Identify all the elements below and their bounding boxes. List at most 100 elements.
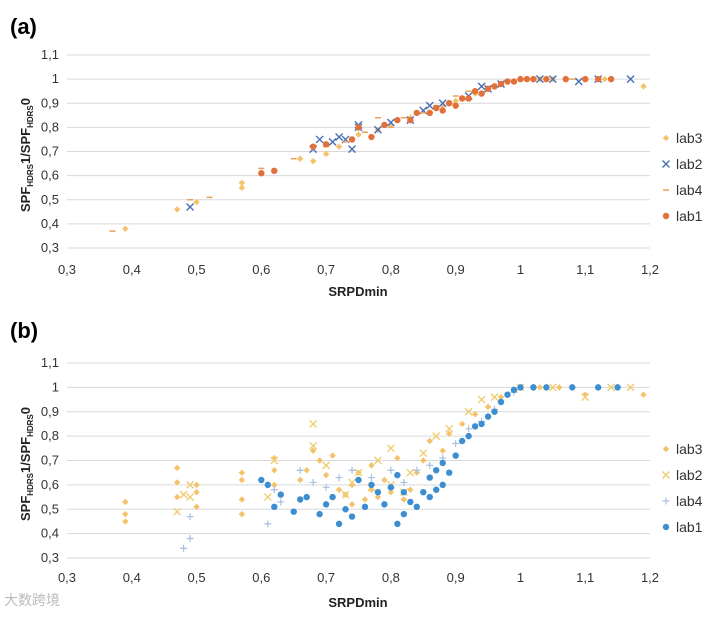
- point-lab1: [543, 384, 550, 391]
- point-lab1: [458, 95, 466, 102]
- point-lab1: [394, 116, 401, 124]
- point-lab3: [122, 225, 129, 232]
- y-tick-label: 0,5: [41, 501, 59, 516]
- point-lab1: [258, 170, 265, 177]
- point-lab1: [517, 75, 524, 83]
- point-lab1: [594, 75, 602, 83]
- panel-b-ylabel-mid: 1/SPF: [18, 437, 33, 473]
- point-lab1: [484, 413, 492, 420]
- panel-a-ylabel-end: 0: [18, 98, 33, 105]
- y-tick-label: 1,1: [41, 355, 59, 370]
- panel-a-ylabel-mid: 1/SPF: [18, 128, 33, 164]
- panel-b-ylabel-main: SPF: [18, 496, 33, 521]
- point-lab3: [122, 518, 129, 525]
- panel-b-y-ticks: 0,3 0,4 0,5 0,6 0,7 0,8 0,9 1 1,1: [41, 355, 59, 565]
- legend-marker-lab2: [662, 471, 670, 479]
- point-lab3: [297, 476, 304, 484]
- point-lab3: [381, 476, 388, 484]
- point-lab1: [523, 75, 531, 83]
- point-lab1: [277, 491, 284, 498]
- point-lab4: [309, 478, 317, 486]
- x-tick-label: 0,5: [188, 262, 206, 277]
- point-lab3: [271, 481, 278, 489]
- point-lab3: [640, 391, 647, 398]
- point-lab3: [420, 457, 427, 464]
- x-tick-label: 0,4: [123, 262, 141, 277]
- point-lab2: [626, 75, 635, 84]
- panel-b-y-axis-title: SPFHDRS1/SPFHDRS0: [18, 407, 35, 521]
- point-lab2: [386, 444, 395, 453]
- legend-marker-lab3: [662, 445, 670, 453]
- point-lab3: [394, 454, 401, 462]
- point-lab3: [556, 384, 563, 391]
- point-lab1: [407, 116, 414, 124]
- point-lab3: [458, 420, 466, 428]
- x-tick-label: 1: [517, 262, 524, 277]
- legend-marker-lab3: [662, 134, 670, 142]
- point-lab4: [348, 466, 356, 474]
- x-tick-label: 0,3: [58, 262, 76, 277]
- point-lab1: [458, 437, 466, 445]
- panel-a-label: (a): [10, 14, 37, 39]
- point-lab1: [258, 476, 265, 484]
- point-lab1: [322, 141, 330, 148]
- point-lab3: [400, 496, 408, 503]
- point-lab1: [607, 75, 615, 83]
- point-lab4: [186, 535, 194, 542]
- panel-b-ylabel-sub1: HDRS: [26, 472, 35, 495]
- point-lab4: [413, 466, 421, 474]
- point-lab1: [297, 496, 304, 503]
- point-lab1: [497, 80, 505, 88]
- point-lab3: [238, 184, 246, 191]
- legend-marker-lab1: [662, 523, 670, 531]
- point-lab2: [490, 393, 499, 402]
- point-lab3: [297, 155, 304, 162]
- point-lab2: [354, 468, 363, 477]
- point-lab4: [186, 513, 194, 521]
- point-lab4: [296, 466, 304, 474]
- point-lab3: [193, 488, 200, 496]
- point-lab4: [335, 474, 343, 482]
- legend-label-lab4: lab4: [676, 493, 703, 509]
- point-lab1: [335, 520, 343, 528]
- point-lab3: [407, 486, 414, 493]
- point-lab3: [368, 462, 375, 469]
- point-lab3: [193, 198, 200, 206]
- point-lab3: [238, 179, 246, 187]
- point-lab2: [186, 480, 195, 489]
- legend-label-lab3: lab3: [676, 130, 703, 146]
- point-lab1: [491, 408, 498, 415]
- legend-marker-lab2: [662, 160, 670, 168]
- point-lab2: [179, 490, 188, 499]
- point-lab2: [406, 468, 415, 477]
- panel-a-x-axis-title: SRPDmin: [328, 284, 387, 299]
- point-lab3: [122, 510, 129, 518]
- panel-b-legend: lab3 lab2 lab4 lab1: [662, 441, 703, 535]
- point-lab1: [394, 520, 401, 528]
- point-lab2: [477, 395, 486, 404]
- point-lab3: [335, 143, 343, 150]
- y-tick-label: 0,7: [41, 453, 59, 468]
- y-tick-label: 0,3: [41, 550, 59, 565]
- point-lab1: [510, 78, 518, 85]
- point-lab2: [425, 101, 434, 110]
- point-lab3: [122, 498, 129, 506]
- point-lab1: [361, 503, 369, 511]
- x-tick-label: 0,9: [447, 570, 465, 585]
- point-lab2: [438, 99, 447, 108]
- x-tick-label: 0,4: [123, 570, 141, 585]
- point-lab1: [342, 506, 349, 513]
- legend-label-lab1: lab1: [676, 519, 703, 535]
- point-lab2: [432, 432, 441, 441]
- point-lab1: [439, 107, 446, 114]
- point-lab3: [238, 496, 246, 503]
- panel-b-grid: [67, 362, 650, 559]
- legend-label-lab1: lab1: [676, 208, 703, 224]
- point-lab4: [264, 520, 272, 528]
- point-lab2: [315, 135, 324, 144]
- point-lab1: [504, 391, 511, 398]
- point-lab3: [335, 486, 343, 493]
- point-lab3: [361, 496, 369, 503]
- point-lab4: [387, 466, 395, 474]
- point-lab2: [607, 383, 616, 392]
